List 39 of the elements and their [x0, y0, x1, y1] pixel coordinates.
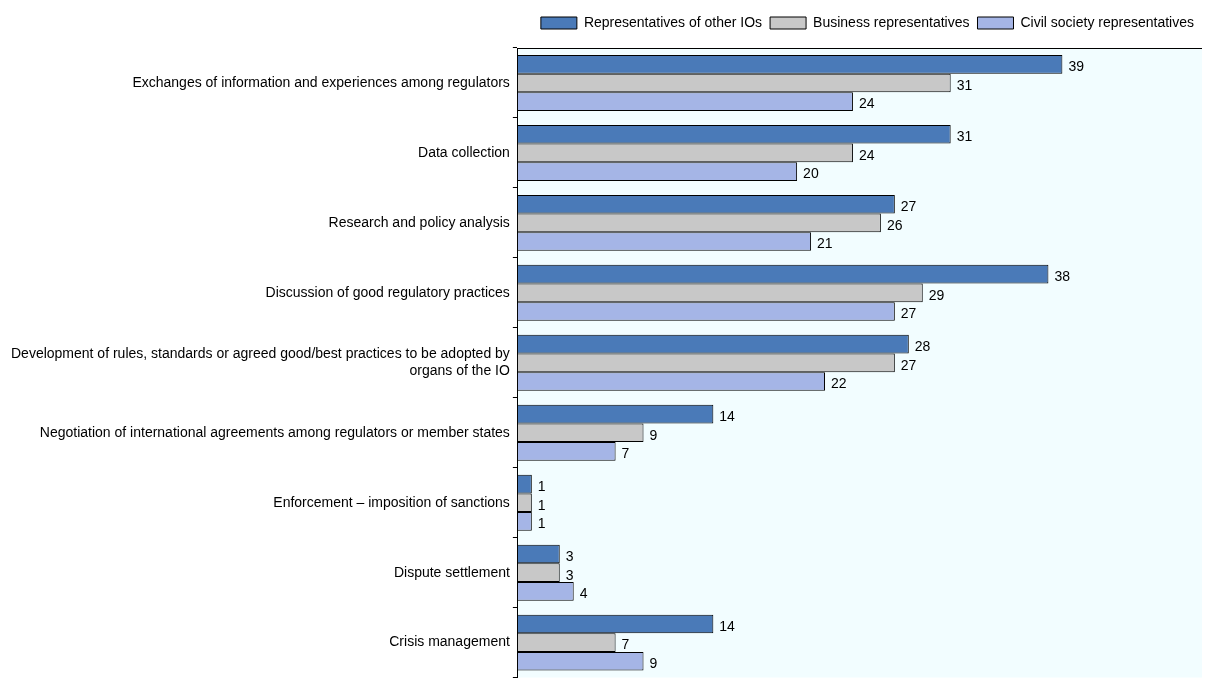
- data-label: 9: [649, 426, 658, 443]
- data-label: 1: [537, 515, 546, 532]
- data-label: 3: [565, 547, 574, 564]
- data-label: 14: [719, 407, 736, 424]
- data-label: 9: [649, 655, 658, 672]
- y-tick-label: Data collection: [418, 143, 510, 160]
- y-tick-label: Discussion of good regulatory practices: [265, 283, 510, 300]
- data-label: 1: [537, 496, 546, 513]
- data-label: 4: [579, 585, 588, 602]
- data-label: 39: [1068, 58, 1085, 75]
- data-label: 27: [900, 198, 917, 215]
- y-tick-label: Enforcement – imposition of sanctions: [273, 493, 510, 510]
- data-label: 24: [858, 146, 875, 163]
- data-label: 26: [886, 216, 903, 233]
- data-label: 7: [621, 445, 630, 462]
- data-label: 27: [900, 356, 917, 373]
- data-label: 20: [803, 165, 819, 182]
- data-label: 31: [956, 76, 973, 93]
- data-label: 7: [621, 636, 630, 653]
- data-label: 22: [831, 375, 847, 392]
- legend-label: Business representatives: [813, 13, 970, 30]
- data-label: 24: [858, 95, 875, 112]
- data-label: 3: [565, 566, 574, 583]
- data-label: 21: [817, 235, 833, 252]
- data-label: 14: [719, 617, 736, 634]
- y-tick-label: Negotiation of international agreements among regulators or member states: [39, 423, 510, 440]
- legend-label: Representatives of other IOs: [583, 13, 763, 30]
- y-tick-label: Development of rules, standards or agreed good/best practices to be adopted by organs of the IO: [10, 345, 510, 379]
- data-label: 27: [900, 305, 917, 322]
- y-tick-label: Dispute settlement: [393, 563, 510, 580]
- data-label: 28: [914, 338, 931, 354]
- data-label: 31: [956, 128, 973, 145]
- data-label: 29: [928, 286, 945, 303]
- legend-label: Civil society representatives: [1020, 13, 1195, 30]
- data-label: 1: [537, 477, 546, 494]
- y-tick-label: Exchanges of information and experiences among regulators: [132, 73, 510, 90]
- y-tick-label: Crisis management: [389, 633, 510, 650]
- y-tick-label: Research and policy analysis: [328, 213, 510, 230]
- data-label: 38: [1054, 268, 1071, 285]
